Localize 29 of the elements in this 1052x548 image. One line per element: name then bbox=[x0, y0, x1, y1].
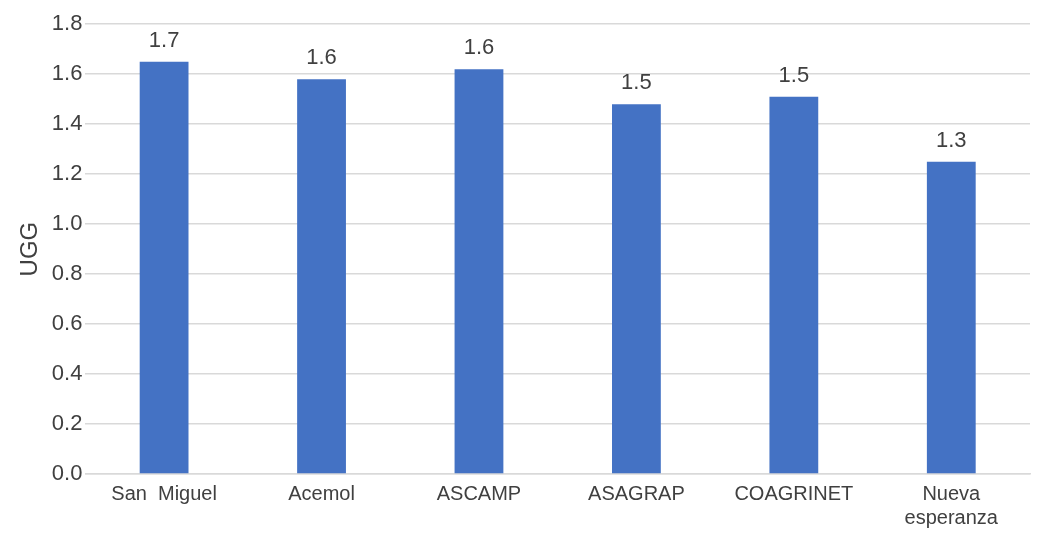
data-label: 1.3 bbox=[935, 126, 967, 152]
bar bbox=[454, 69, 504, 474]
bar bbox=[612, 104, 661, 474]
bar bbox=[139, 61, 189, 474]
y-tick-label: 0.8 bbox=[51, 260, 83, 286]
data-label: 1.5 bbox=[778, 61, 810, 87]
data-label: 1.7 bbox=[148, 26, 180, 52]
x-tick-label: ASAGRAP bbox=[588, 481, 685, 504]
y-tick-label: 1.2 bbox=[51, 160, 83, 186]
y-tick-label: 0.6 bbox=[51, 310, 83, 336]
bar bbox=[926, 161, 976, 474]
y-tick-label: 0.4 bbox=[51, 360, 83, 386]
data-label: 1.6 bbox=[306, 44, 337, 70]
x-tick-label: San Miguel bbox=[111, 481, 217, 504]
data-label: 1.6 bbox=[463, 34, 495, 60]
y-axis-title: UGG bbox=[15, 221, 43, 277]
y-tick-label: 1.0 bbox=[51, 210, 83, 236]
bar bbox=[769, 96, 819, 474]
x-tick-label: COAGRINET bbox=[734, 481, 854, 504]
y-tick-label: 1.4 bbox=[51, 110, 83, 136]
x-tick-label: ASCAMP bbox=[436, 481, 522, 504]
bar bbox=[297, 79, 346, 474]
x-tick-label: Acemol bbox=[288, 481, 355, 504]
data-label: 1.5 bbox=[621, 69, 652, 95]
y-tick-label: 0.0 bbox=[51, 460, 83, 486]
y-tick-label: 1.6 bbox=[51, 60, 83, 86]
x-tick-label: Nueva esperanza bbox=[904, 481, 999, 528]
y-tick-label: 0.2 bbox=[51, 410, 83, 436]
y-tick-label: 1.8 bbox=[51, 10, 83, 36]
